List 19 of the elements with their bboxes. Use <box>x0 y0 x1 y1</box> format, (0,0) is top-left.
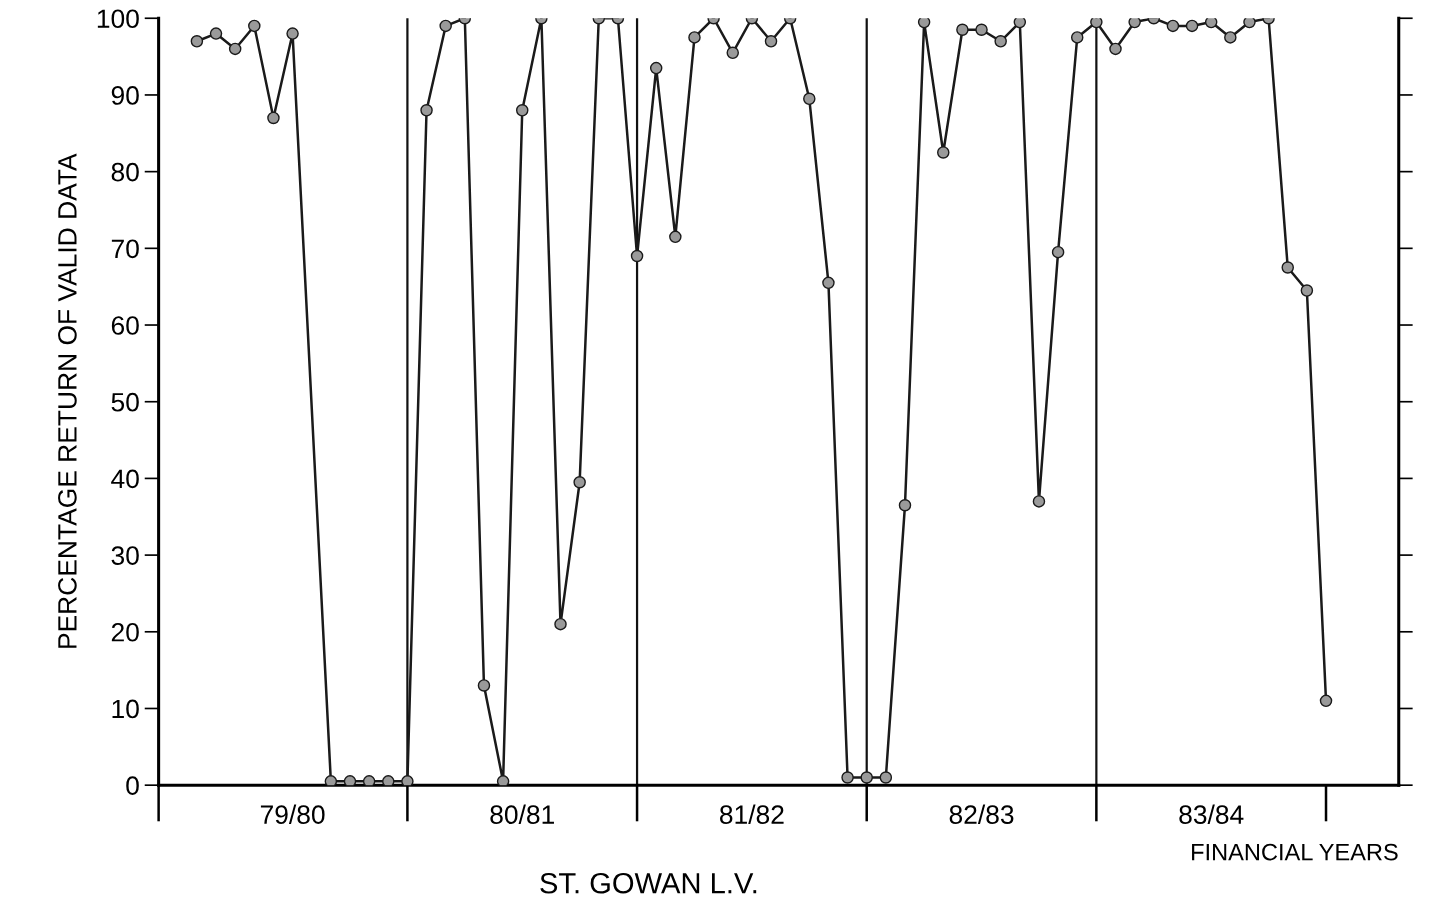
y-tick-label: 80 <box>111 162 139 182</box>
y-tick-label: 10 <box>112 699 139 719</box>
x-tick-label: 81/82 <box>720 804 784 825</box>
y-tick-label: 70 <box>111 239 139 259</box>
x-tick-label: 79/80 <box>260 804 325 825</box>
y-axis-title: PERCENTAGE RETURN OF VALID DATA <box>58 153 77 648</box>
text: ST. GOWAN L.V. <box>540 872 757 894</box>
y-tick-label: 90 <box>111 86 139 105</box>
y-tick-label: 50 <box>111 392 139 412</box>
y-tick-label: 0 <box>126 776 139 795</box>
y-tick-label: 60 <box>111 316 139 335</box>
y-tick-label: 30 <box>111 546 139 565</box>
x-axis-title: FINANCIAL YEARS <box>1192 843 1398 861</box>
y-tick-label: 100 <box>97 9 139 29</box>
x-tick-label: 80/81 <box>490 804 554 825</box>
x-tick-label: 83/84 <box>1179 804 1244 825</box>
y-tick-label: 20 <box>111 622 139 642</box>
y-tick-label: 40 <box>111 469 139 489</box>
x-tick-label: 82/83 <box>949 804 1014 825</box>
